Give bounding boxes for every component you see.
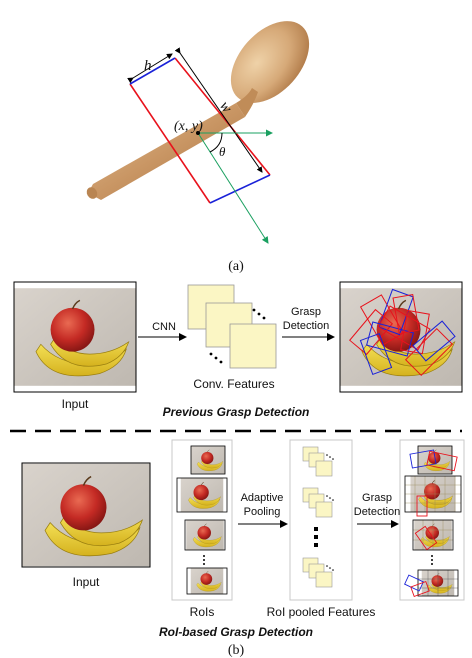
grasp-label-previous-2: Detection <box>283 320 329 332</box>
grasp-outputs-panel <box>399 439 465 601</box>
caption-a: (a) <box>228 259 244 274</box>
conv-features-label: Conv. Features <box>193 377 274 391</box>
grasp-label-roi-2: Detection <box>354 506 400 518</box>
cnn-label: CNN <box>152 321 176 333</box>
roi-title: RoI-based Grasp Detection <box>159 625 313 639</box>
conv-feature-maps <box>187 284 277 369</box>
center-point <box>196 131 200 135</box>
pooling-label-1: Adaptive <box>241 492 284 504</box>
input-label-previous: Input <box>62 397 89 411</box>
rois-panel <box>171 439 233 601</box>
spoon <box>86 21 310 200</box>
pooled-features-label: RoI pooled Features <box>267 605 376 619</box>
roi-pipeline: Input RoIs Adaptive Pooling <box>21 439 465 639</box>
label-h: h <box>144 58 152 74</box>
previous-pipeline: Input CNN Conv. Features Grasp Detection <box>13 281 463 419</box>
rois-label: RoIs <box>190 605 215 619</box>
input-label-roi: Input <box>73 575 100 589</box>
dimension-lines <box>127 47 263 173</box>
output-image-previous <box>339 281 463 393</box>
caption-b: (b) <box>228 643 245 658</box>
spoon-figure: h w (x, y) θ (a) <box>86 21 310 274</box>
pooled-features-panel <box>289 439 353 601</box>
input-image-previous <box>13 281 137 393</box>
axis-arrows <box>196 129 273 244</box>
grasp-label-roi-1: Grasp <box>362 492 392 504</box>
input-image-roi <box>21 462 151 568</box>
pooling-label-2: Pooling <box>244 506 281 518</box>
label-theta: θ <box>219 144 226 159</box>
grasp-label-previous-1: Grasp <box>291 306 321 318</box>
previous-title: Previous Grasp Detection <box>163 405 310 419</box>
label-xy: (x, y) <box>174 119 203 134</box>
